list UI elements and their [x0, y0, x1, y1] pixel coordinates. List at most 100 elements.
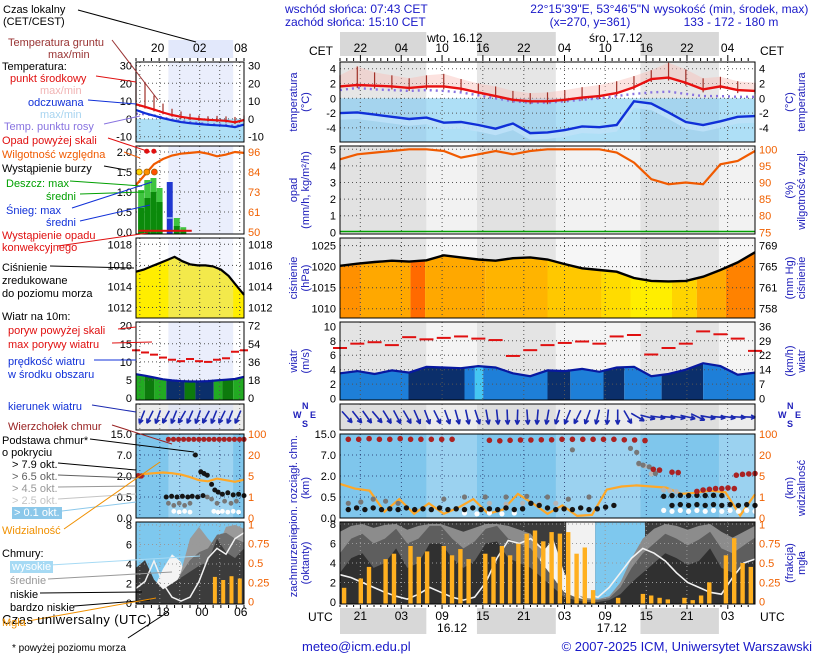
- svg-text:-4: -4: [759, 123, 769, 135]
- copyright-text: © 2007-2025 ICM, Uniwersytet Warszawski: [561, 639, 812, 654]
- main-cloudiness-panel: [339, 521, 756, 605]
- legend-konwekcyjnego: konwekcyjnego: [2, 242, 78, 254]
- svg-text:5: 5: [126, 375, 132, 387]
- mini-wind-direction-panel: [135, 403, 245, 431]
- legend-deszcz-sr: średni: [46, 191, 76, 203]
- compass-w: W: [293, 410, 302, 420]
- svg-text:20: 20: [151, 41, 165, 55]
- svg-text:wto, 16.12: wto, 16.12: [426, 31, 483, 45]
- svg-text:758: 758: [759, 304, 777, 316]
- main-clouds-panel: [339, 433, 758, 519]
- svg-text:14: 14: [759, 365, 771, 377]
- mini-wind-panel: [132, 321, 248, 401]
- svg-text:20: 20: [759, 450, 771, 462]
- legend-wiatr-10m: Wiatr na 10m:: [2, 311, 71, 323]
- svg-text:09: 09: [599, 609, 613, 623]
- legend-cisnienie: Ciśnienie: [2, 262, 48, 274]
- main-time-axes: 22 04 10 16 22 04 10 16 22 04 wto, 16.12 śro, 17.12…: [339, 31, 749, 635]
- svg-text:8: 8: [330, 336, 336, 348]
- svg-text:769: 769: [759, 241, 777, 253]
- svg-text:08: 08: [234, 41, 248, 55]
- svg-text:0: 0: [330, 394, 336, 406]
- svg-text:-2: -2: [759, 108, 769, 120]
- svg-text:1.5: 1.5: [117, 167, 132, 179]
- svg-text:0.25: 0.25: [759, 577, 780, 589]
- svg-text:1012: 1012: [108, 302, 132, 314]
- svg-text:16: 16: [476, 41, 490, 55]
- legend-od-maxmin: max/min: [40, 109, 82, 121]
- legend-punkt-srodkowy: punkt środkowy: [10, 73, 87, 85]
- mini-pressure-panel: [135, 237, 245, 319]
- svg-text:03: 03: [721, 609, 735, 623]
- legend-wilgotnosc: Wilgotność względna: [2, 149, 106, 161]
- axis-title-opad-left: opad (mm/h, kg/m²/h): [288, 151, 312, 229]
- svg-text:10: 10: [248, 96, 260, 108]
- svg-text:1015: 1015: [312, 283, 336, 295]
- compass-e: E: [795, 410, 802, 420]
- svg-text:95: 95: [759, 161, 771, 173]
- legend-poryw: poryw powyżej skali: [8, 325, 106, 337]
- utc-label-right: UTC: [760, 610, 785, 624]
- axis-title-wilgotnosc-right: (%) wilgotność wzgl.: [784, 150, 808, 230]
- svg-text:10: 10: [324, 321, 336, 333]
- legend-okt-79: > 7.9 okt.: [12, 459, 58, 471]
- svg-text:00: 00: [195, 605, 209, 619]
- mini-cloudiness-panel: [135, 521, 245, 605]
- svg-text:0: 0: [248, 114, 254, 126]
- axis-title-chmury-left: pion. rozciągł. chm. (km): [288, 435, 312, 530]
- svg-text:22: 22: [759, 350, 771, 362]
- svg-text:5: 5: [330, 144, 336, 156]
- svg-text:4: 4: [759, 64, 765, 76]
- legend-temp-gruntu-mm: max/min: [48, 49, 90, 61]
- svg-text:18: 18: [248, 375, 260, 387]
- legend-temperatura: Temperatura:: [2, 61, 67, 73]
- czas-uniwersalny-label: Czas uniwersalny (UTC): [2, 612, 152, 627]
- svg-text:7.0: 7.0: [321, 450, 336, 462]
- svg-text:0.75: 0.75: [759, 539, 780, 551]
- svg-text:0: 0: [126, 598, 132, 610]
- svg-text:2: 2: [330, 194, 336, 206]
- legend-podstawa: Podstawa chmur*: [2, 435, 89, 447]
- svg-text:1025: 1025: [312, 241, 336, 253]
- svg-text:18: 18: [156, 605, 170, 619]
- grid-xy-text: (x=270, y=361): [549, 15, 631, 29]
- legend-snieg-sr: średni: [46, 217, 76, 229]
- legend-temp-gruntu: Temperatura gruntu: [8, 37, 104, 49]
- mini-time-axes: 20 02 08 18 00 06: [135, 40, 248, 619]
- main-wind-panel: [333, 321, 762, 401]
- svg-text:1010: 1010: [312, 304, 336, 316]
- contact-email-link[interactable]: meteo@icm.edu.pl: [302, 639, 411, 654]
- svg-text:15: 15: [640, 609, 654, 623]
- svg-text:1: 1: [330, 211, 336, 223]
- legend-kierunek: kierunek wiatru: [8, 401, 82, 413]
- legend-srednie: średnie: [10, 575, 47, 587]
- coordinates-text: 22°15'39"E, 53°46'5"N: [530, 2, 650, 16]
- svg-text:0: 0: [248, 513, 254, 525]
- svg-text:4: 4: [330, 64, 336, 76]
- axis-title-temperatura-left: temperatura (°C): [288, 72, 312, 132]
- mini-temperature-panel: [135, 61, 245, 143]
- svg-text:03: 03: [395, 609, 409, 623]
- compass-e: E: [310, 410, 317, 420]
- svg-text:-10: -10: [116, 132, 132, 144]
- axis-title-cisnienie-left: ciśnienie (hPa): [288, 256, 312, 300]
- cet-label-left: CET: [309, 44, 333, 58]
- svg-text:0.25: 0.25: [248, 577, 269, 589]
- svg-text:20: 20: [248, 78, 260, 90]
- axis-title-wiatr-right: (km/h) wiatr: [784, 345, 808, 377]
- svg-text:09: 09: [435, 609, 449, 623]
- elevation-values: 133 - 172 - 180 m: [683, 15, 779, 29]
- svg-text:15.0: 15.0: [111, 429, 132, 441]
- svg-text:0.0: 0.0: [117, 513, 132, 525]
- svg-text:03: 03: [558, 609, 572, 623]
- svg-text:0: 0: [759, 394, 765, 406]
- svg-text:29: 29: [759, 336, 771, 348]
- svg-text:72: 72: [248, 321, 260, 333]
- legend-predkosc: prędkość wiatru: [8, 356, 86, 368]
- compass-n: N: [302, 401, 309, 411]
- svg-text:761: 761: [759, 283, 777, 295]
- svg-text:0.5: 0.5: [248, 558, 263, 570]
- legend-do-poziomu: do poziomu morza: [2, 288, 93, 300]
- svg-text:0: 0: [248, 597, 254, 609]
- legend-burza: Wystąpienie burzy: [2, 163, 92, 175]
